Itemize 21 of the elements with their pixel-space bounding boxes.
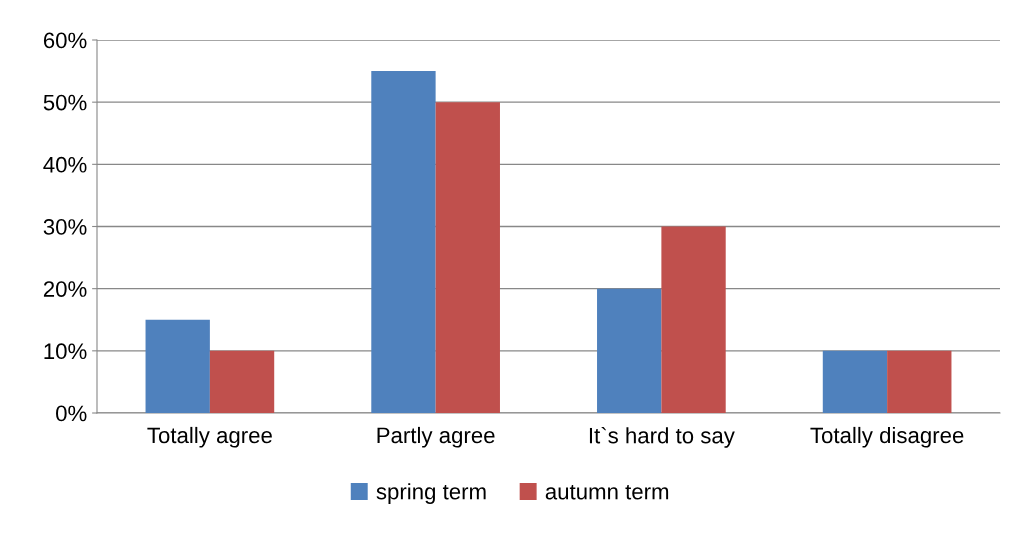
bar (822, 350, 888, 413)
x-tick-label: Totally agree (147, 426, 272, 448)
legend-label: autumn term (545, 484, 669, 500)
y-tick-label: 10% (44, 343, 87, 360)
legend-label: spring term (376, 483, 486, 504)
bar (145, 319, 210, 413)
x-tick-label: Partly agree (377, 426, 495, 448)
y-tick-label: 30% (43, 219, 87, 235)
bar (209, 350, 275, 413)
bar (661, 226, 726, 413)
bar (435, 102, 500, 413)
y-tick-label: 20% (43, 281, 87, 297)
y-tick-label: 0% (56, 405, 87, 422)
bar (371, 71, 436, 413)
x-tick-label: It`s hard to say (589, 426, 735, 448)
y-tick-label: 50% (43, 94, 87, 111)
x-tick-label: Totally disagree (810, 426, 964, 448)
y-tick-label: 40% (43, 156, 87, 173)
bar (887, 350, 952, 413)
y-tick-label: 60% (43, 32, 87, 49)
bar (597, 288, 662, 413)
